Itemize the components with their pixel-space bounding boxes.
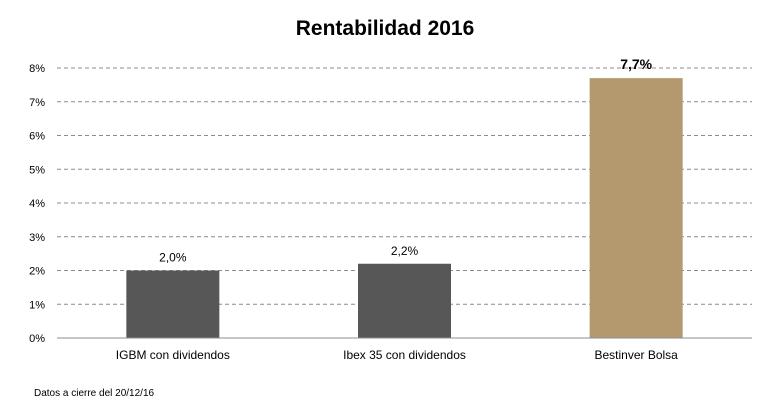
footnote: Datos a cierre del 20/12/16 — [34, 388, 155, 399]
y-tick-label: 0% — [29, 333, 45, 345]
x-tick-label: Ibex 35 con dividendos — [343, 348, 466, 362]
y-tick-label: 1% — [29, 299, 45, 311]
bar — [589, 78, 683, 338]
x-tick-label: Bestinver Bolsa — [594, 348, 678, 362]
data-labels: 2,0% 2,2% 7,7% — [159, 56, 653, 264]
y-tick-label: 2% — [29, 266, 45, 278]
bar — [126, 270, 220, 338]
y-tick-label: 5% — [29, 164, 45, 176]
x-axis-categories: IGBM con dividendos Ibex 35 con dividendo… — [116, 348, 678, 362]
y-tick-label: 4% — [29, 198, 45, 210]
bar — [358, 263, 451, 338]
y-tick-label: 8% — [29, 63, 45, 75]
y-tick-label: 3% — [29, 232, 45, 244]
y-tick-label: 7% — [29, 97, 45, 109]
chart-title: Rentabilidad 2016 — [296, 17, 475, 40]
bars — [126, 78, 683, 338]
x-tick-label: IGBM con dividendos — [116, 348, 230, 362]
data-label: 2,0% — [159, 251, 187, 265]
data-label: 2,2% — [391, 244, 419, 258]
data-label: 7,7% — [620, 56, 652, 72]
y-axis-ticks: 0% 1% 2% 3% 4% 5% 6% 7% 8% — [29, 63, 45, 345]
y-tick-label: 6% — [29, 131, 45, 143]
